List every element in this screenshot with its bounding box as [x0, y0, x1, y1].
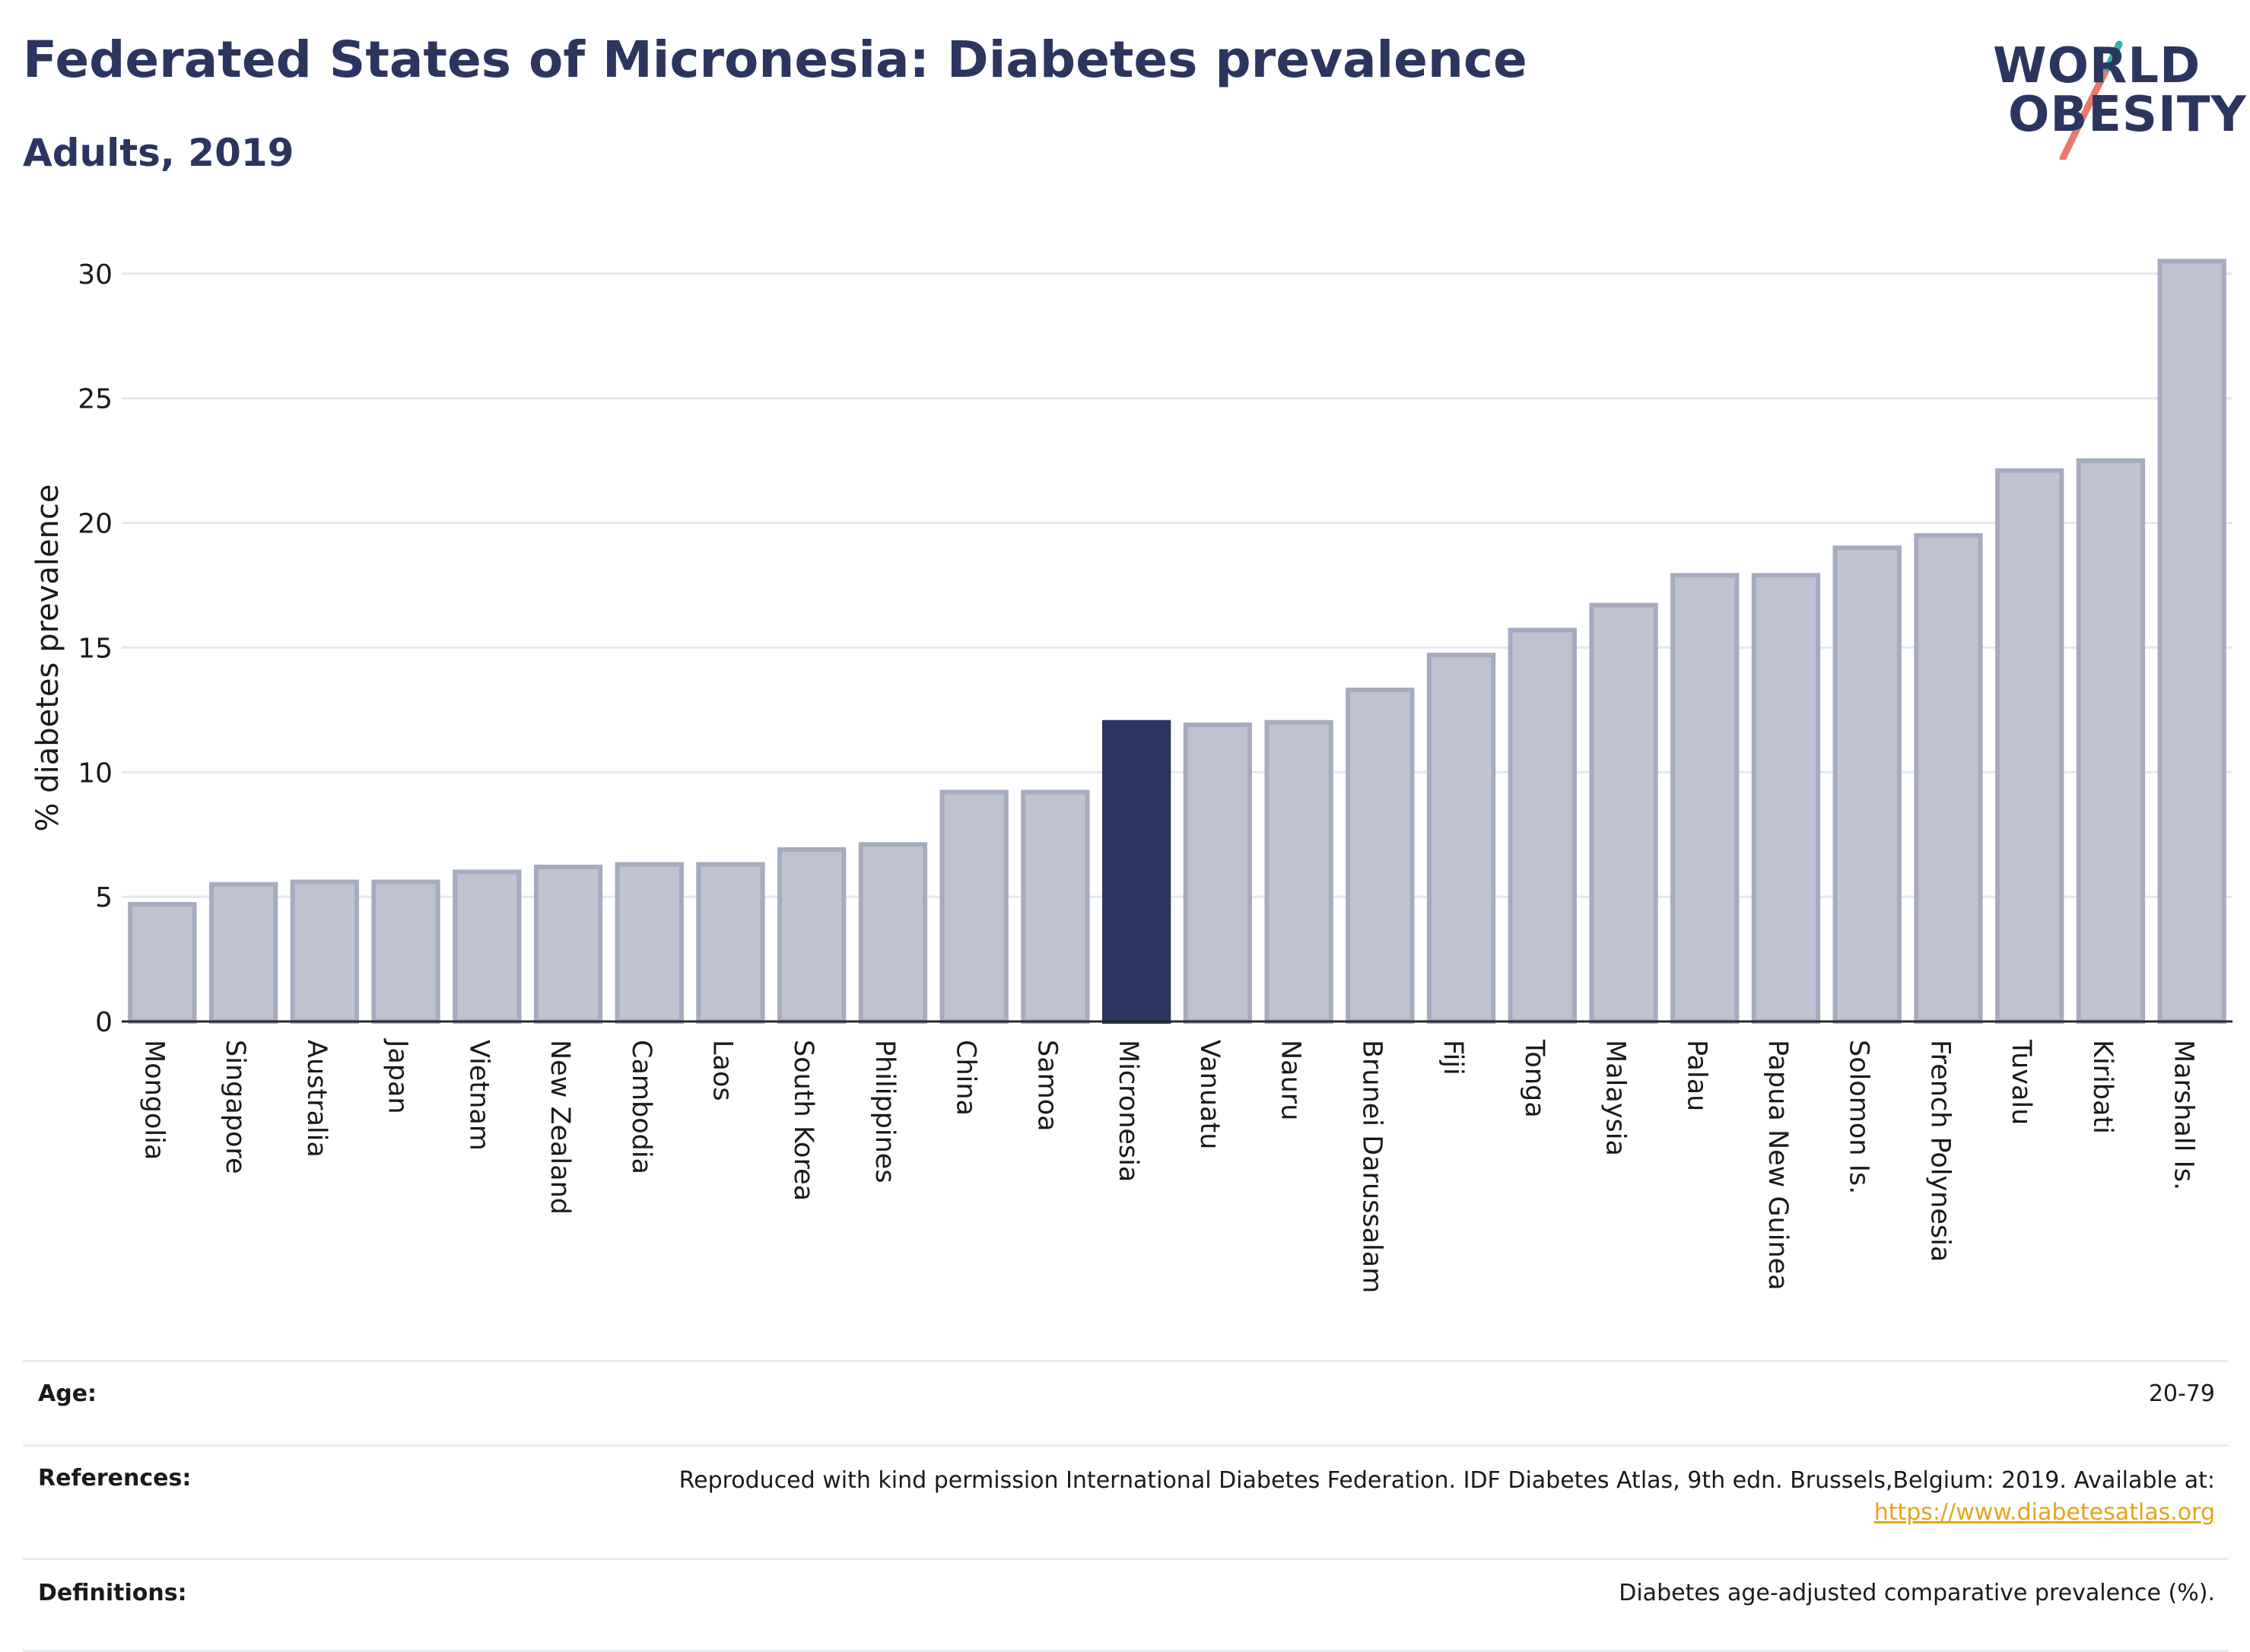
bar-nauru: [1264, 720, 1333, 1024]
x-tick-label: Samoa: [1031, 1040, 1062, 1132]
bar-malaysia: [1589, 602, 1658, 1024]
bars: [128, 259, 2226, 1025]
y-tick-label: 30: [78, 259, 113, 291]
info-row-definitions: Definitions: Diabetes age-adjusted compa…: [23, 1558, 2229, 1652]
x-tick-labels: Mongolia Singapore Australia Japan Vietnam Ne…: [138, 1038, 2198, 1293]
x-tick-label: Fiji: [1438, 1040, 1468, 1075]
x-tick-label: Micronesia: [1113, 1040, 1143, 1182]
bar-china: [939, 789, 1009, 1024]
x-tick-label: Cambodia: [626, 1040, 656, 1174]
definitions-text: Diabetes age-adjusted comparative preval…: [342, 1558, 2229, 1652]
references-link[interactable]: https://www.diabetesatlas.org: [1873, 1499, 2215, 1526]
bar-singapore: [208, 882, 278, 1025]
age-value: 20-79: [342, 1360, 2229, 1446]
info-row-references: References: Reproduced with kind permiss…: [23, 1444, 2229, 1559]
bar-south-korea: [777, 847, 847, 1024]
world-obesity-logo: WORLD OBESITY: [1978, 30, 2246, 160]
y-axis-label: % diabetes prevalence: [30, 484, 65, 831]
y-tick-label: 0: [95, 1007, 113, 1038]
x-tick-label: Brunei Darussalam: [1356, 1040, 1387, 1293]
bar-japan: [371, 879, 440, 1024]
references-label: References:: [23, 1444, 342, 1559]
x-tick-label: Philippines: [869, 1040, 900, 1183]
bar-vanuatu: [1183, 722, 1253, 1025]
bar-chart: 0 5 10 15 20 25 30 Mongolia Singapore Australia J…: [30, 259, 2233, 1293]
info-row-age: Age: 20-79: [23, 1360, 2229, 1446]
definitions-label: Definitions:: [23, 1558, 342, 1652]
bar-australia: [290, 879, 359, 1024]
x-tick-label: Malaysia: [1600, 1040, 1631, 1156]
bar-mongolia: [128, 901, 197, 1025]
y-tick-labels: 0 5 10 15 20 25 30: [78, 259, 113, 1038]
bar-marshall-is: [2157, 259, 2226, 1024]
bar-tonga: [1508, 627, 1577, 1024]
y-tick-label: 5: [95, 882, 113, 913]
x-tick-label: Tonga: [1519, 1039, 1549, 1118]
page-title: Federated States of Micronesia: Diabetes…: [23, 30, 1527, 89]
age-label: Age:: [23, 1360, 342, 1446]
x-tick-label: New Zealand: [545, 1040, 575, 1215]
logo-line-1: WORLD: [1993, 38, 2201, 94]
bar-palau: [1670, 573, 1740, 1024]
bar-french-polynesia: [1914, 532, 1983, 1024]
grid-lines: [122, 272, 2233, 898]
x-tick-label: Laos: [707, 1040, 737, 1101]
logo-line-2: OBESITY: [2008, 87, 2247, 143]
x-tick-label: Australia: [301, 1040, 332, 1158]
info-table: Age: 20-79 References: Reproduced with k…: [23, 1360, 2229, 1652]
y-tick-label: 10: [78, 758, 113, 789]
y-tick-label: 25: [78, 384, 113, 415]
bar-new-zealand: [533, 864, 603, 1025]
bar-vietnam: [453, 869, 522, 1025]
x-tick-label: Papua New Guinea: [1762, 1040, 1793, 1291]
x-tick-label: Singapore: [220, 1040, 250, 1174]
bar-brunei-darussalam: [1346, 688, 1415, 1024]
y-tick-label: 15: [78, 633, 113, 664]
x-tick-label: Vietnam: [463, 1040, 494, 1151]
logo-slash-icon: [2059, 40, 2123, 160]
bar-kiribati: [2076, 458, 2146, 1024]
x-tick-label: French Polynesia: [1924, 1040, 1955, 1262]
x-tick-label: Vanuatu: [1194, 1040, 1225, 1149]
bar-solomon-is: [1832, 545, 1902, 1024]
bar-papua-new-guinea: [1751, 573, 1821, 1024]
bar-tuvalu: [1995, 468, 2064, 1024]
x-tick-label: China: [951, 1040, 981, 1116]
bar-samoa: [1021, 789, 1090, 1024]
page-subtitle: Adults, 2019: [23, 131, 294, 175]
references-text: Reproduced with kind permission Internat…: [678, 1467, 2215, 1494]
bar-micronesia: [1101, 720, 1171, 1024]
x-tick-label: Palau: [1681, 1040, 1711, 1111]
x-tick-label: Mongolia: [138, 1040, 169, 1160]
bar-fiji: [1426, 653, 1496, 1024]
bar-laos: [696, 862, 765, 1024]
x-tick-label: Tuvalu: [2006, 1039, 2036, 1125]
x-tick-label: Kiribati: [2087, 1040, 2118, 1134]
bar-cambodia: [615, 862, 684, 1024]
x-tick-label: Japan: [383, 1038, 413, 1114]
x-tick-label: South Korea: [788, 1040, 818, 1201]
y-tick-label: 20: [78, 509, 113, 540]
x-tick-label: Nauru: [1276, 1040, 1306, 1120]
x-tick-label: Solomon Is.: [1844, 1040, 1874, 1194]
bar-philippines: [858, 842, 928, 1024]
x-tick-label: Marshall Is.: [2169, 1040, 2199, 1190]
